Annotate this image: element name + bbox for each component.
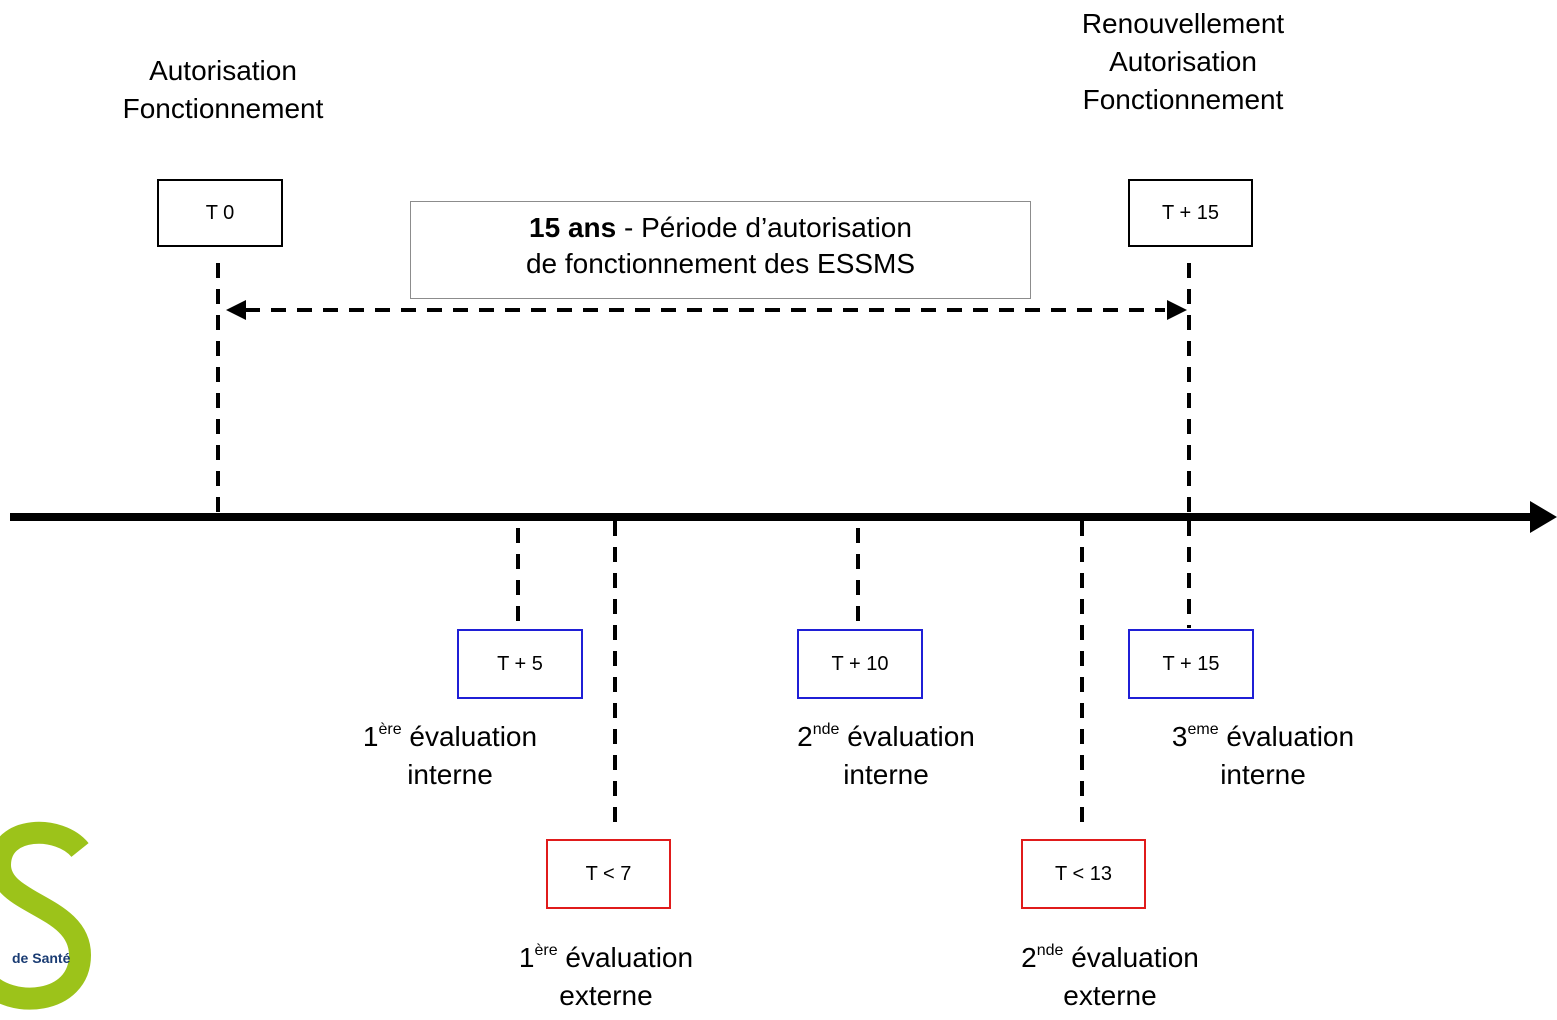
period-subtitle: de fonctionnement des ESSMS [525, 248, 916, 279]
period-arrowhead-left [226, 300, 246, 320]
start-authorization-label: Autorisation Fonctionnement [122, 55, 324, 124]
timeline-arrowhead [1530, 501, 1557, 533]
first-internal-evaluation-label: 1ère évaluation interne [362, 721, 538, 790]
period-duration: 15 ans [529, 212, 617, 243]
logo-s-icon [0, 821, 92, 1010]
t15-top-box: T + 15 [1128, 179, 1253, 247]
t15-bottom-box: T + 15 [1128, 629, 1254, 699]
third-internal-evaluation-label: 3eme évaluation interne [1171, 721, 1355, 790]
t10-box: T + 10 [797, 629, 923, 699]
period-title: - Période d’autorisation [616, 212, 912, 243]
logo-text: de Santé [12, 950, 71, 966]
period-arrowhead-right [1167, 300, 1187, 320]
authorization-period-box: 15 ans - Période d’autorisation de fonct… [410, 201, 1031, 299]
t0-box: T 0 [157, 179, 283, 247]
second-external-evaluation-label: 2nde évaluation externe [1021, 942, 1199, 1011]
second-internal-evaluation-label: 2nde évaluation interne [797, 721, 975, 790]
t5-box: T + 5 [457, 629, 583, 699]
first-external-evaluation-label: 1ère évaluation externe [518, 942, 694, 1011]
renewal-authorization-label: Renouvellement Autorisation Fonctionneme… [1081, 8, 1285, 115]
t7-box: T < 7 [546, 839, 671, 909]
t13-box: T < 13 [1021, 839, 1146, 909]
